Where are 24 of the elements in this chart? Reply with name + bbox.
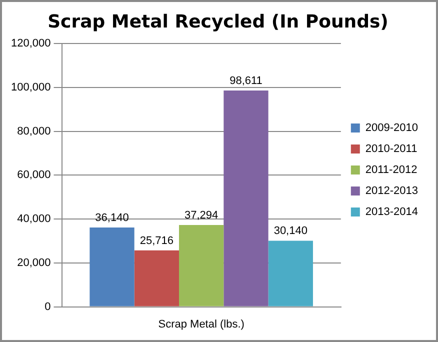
y-tick-label: 60,000 xyxy=(17,169,51,182)
chart-title: Scrap Metal Recycled (In Pounds) xyxy=(48,11,388,32)
x-tick-label: Scrap Metal (lbs.) xyxy=(158,318,244,330)
y-tick-label: 80,000 xyxy=(17,125,51,138)
legend-label: 2009-2010 xyxy=(365,122,418,134)
y-tick-label: 20,000 xyxy=(17,256,51,269)
y-tick-label: 100,000 xyxy=(10,82,51,94)
data-label: 25,716 xyxy=(140,234,174,247)
legend-label: 2011-2012 xyxy=(365,164,418,176)
bar xyxy=(224,90,268,306)
y-tick-label: 40,000 xyxy=(17,213,51,226)
bar xyxy=(90,228,134,306)
y-tick-label: 0 xyxy=(44,300,51,313)
y-tick-label: 120,000 xyxy=(10,38,51,50)
legend-label: 2012-2013 xyxy=(365,185,418,198)
bar xyxy=(268,240,313,306)
legend-label: 2010-2011 xyxy=(365,143,418,156)
data-label: 30,140 xyxy=(274,225,308,238)
data-label: 98,611 xyxy=(230,75,262,88)
legend-label: 2013-2014 xyxy=(365,206,418,218)
data-label: 37,294 xyxy=(184,210,218,222)
bar xyxy=(179,225,224,306)
bar xyxy=(134,250,179,306)
data-label: 36,140 xyxy=(95,212,129,224)
